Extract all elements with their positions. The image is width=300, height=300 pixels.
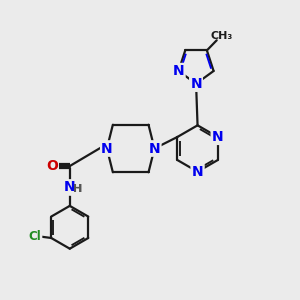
Text: O: O: [46, 159, 58, 173]
Text: N: N: [101, 142, 113, 155]
Text: N: N: [64, 180, 76, 194]
Text: N: N: [190, 77, 202, 91]
Text: Cl: Cl: [28, 230, 41, 243]
Text: N: N: [101, 142, 113, 155]
Text: N: N: [173, 64, 184, 78]
Text: N: N: [148, 142, 160, 155]
Text: N: N: [212, 130, 224, 144]
Text: N: N: [192, 165, 203, 179]
Text: N: N: [173, 64, 184, 78]
Text: Cl: Cl: [28, 230, 41, 243]
Text: O: O: [46, 159, 58, 173]
Text: H: H: [73, 184, 82, 194]
Text: N: N: [64, 180, 76, 194]
Text: N: N: [190, 77, 202, 91]
Text: H: H: [73, 184, 82, 194]
Text: N: N: [148, 142, 160, 155]
Text: N: N: [212, 130, 224, 144]
Text: CH₃: CH₃: [211, 31, 233, 40]
Text: N: N: [192, 165, 203, 179]
